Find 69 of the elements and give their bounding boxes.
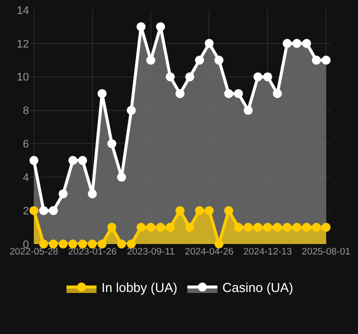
legend-label: In lobby (UA) <box>102 280 178 296</box>
point <box>68 156 78 165</box>
point <box>146 222 156 232</box>
point <box>234 222 243 232</box>
y-tick-label: 8 <box>22 105 29 118</box>
point <box>29 156 38 165</box>
point <box>302 38 312 48</box>
point <box>126 106 136 115</box>
point <box>282 222 292 232</box>
point <box>136 22 146 32</box>
point <box>176 206 184 216</box>
point <box>302 222 312 232</box>
y-tick-label: 14 <box>16 4 29 17</box>
x-tick-label: 2023-09-11 <box>126 246 175 258</box>
y-tick-label: 12 <box>16 38 29 50</box>
point <box>107 222 116 232</box>
point <box>156 222 166 232</box>
point <box>146 56 156 65</box>
point <box>272 89 282 98</box>
point <box>136 222 146 232</box>
point <box>48 206 58 216</box>
point <box>253 222 262 232</box>
point <box>58 240 68 248</box>
point <box>185 72 194 82</box>
point <box>282 38 292 48</box>
point <box>58 189 68 198</box>
point <box>292 38 302 48</box>
y-tick-label: 2 <box>22 205 29 218</box>
y-tick-label: 6 <box>22 138 29 151</box>
point <box>107 139 116 148</box>
point <box>88 189 97 198</box>
x-tick-label: 2024-04-26 <box>184 246 234 258</box>
y-tick-label: 4 <box>22 172 29 184</box>
point <box>312 222 321 232</box>
point <box>263 222 272 232</box>
point <box>117 172 126 182</box>
point <box>194 206 204 216</box>
point <box>322 222 331 232</box>
y-tick-label: 10 <box>16 72 29 84</box>
point <box>194 56 204 65</box>
point <box>322 56 331 65</box>
x-tick-label: 2023-01-26 <box>68 246 117 258</box>
point <box>244 106 253 115</box>
point <box>29 206 38 216</box>
point <box>244 222 253 232</box>
point <box>166 72 175 82</box>
point <box>176 89 184 98</box>
point <box>234 89 243 98</box>
point <box>156 22 166 32</box>
point <box>214 56 224 65</box>
point <box>78 156 88 165</box>
point <box>98 89 107 98</box>
point <box>204 206 214 216</box>
point <box>185 222 194 232</box>
point <box>166 222 175 232</box>
point <box>224 206 234 216</box>
point <box>292 222 302 232</box>
x-tick-label: 2022-05-28 <box>10 246 58 258</box>
point <box>117 240 126 248</box>
point <box>312 56 321 65</box>
point <box>253 72 262 82</box>
point <box>204 38 214 48</box>
point <box>263 72 272 82</box>
x-tick-label: 2025-08-01 <box>302 246 350 258</box>
legend-label: Casino (UA) <box>222 280 294 296</box>
point <box>224 89 234 98</box>
point <box>272 222 282 232</box>
point <box>39 206 48 216</box>
x-tick-label: 2024-12-13 <box>243 246 292 258</box>
